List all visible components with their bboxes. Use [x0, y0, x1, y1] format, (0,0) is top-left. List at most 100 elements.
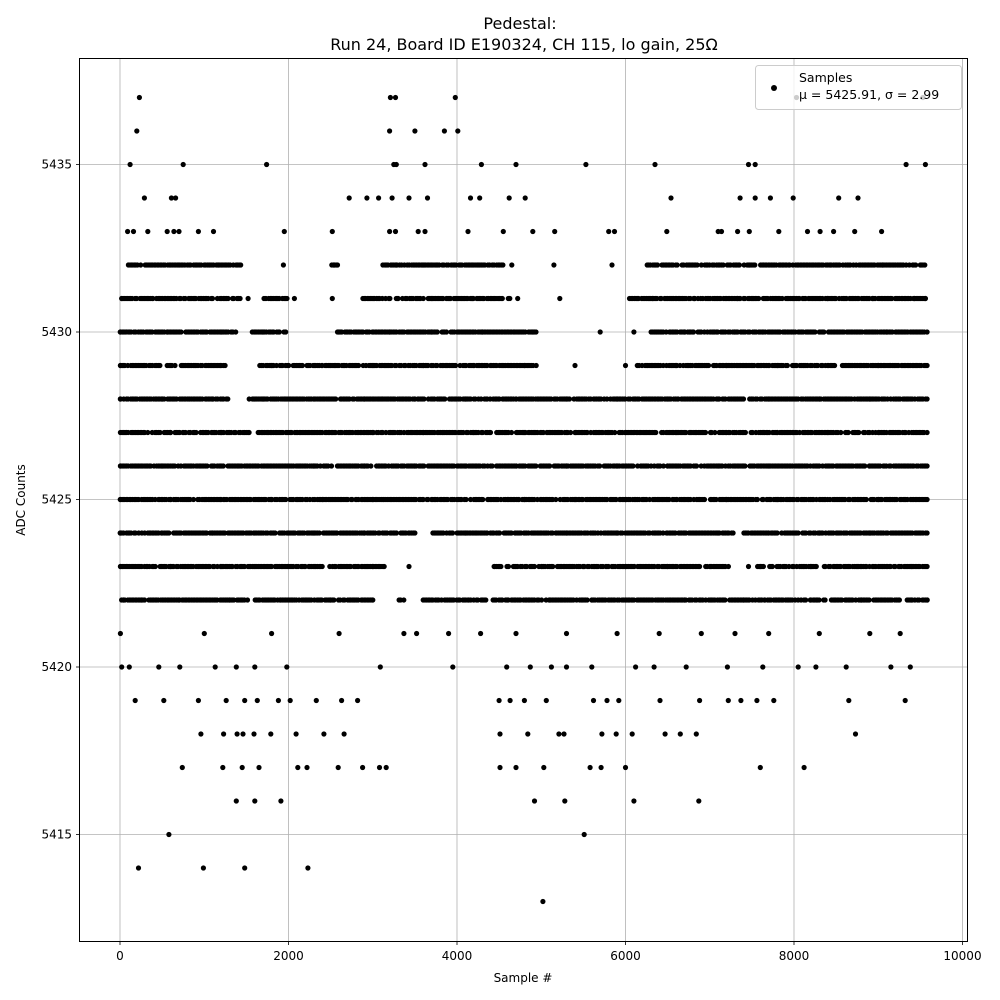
data-point	[293, 731, 299, 737]
data-point	[295, 764, 301, 771]
data-point	[119, 295, 125, 302]
data-point	[193, 429, 199, 436]
data-point	[521, 429, 528, 436]
data-point	[665, 463, 671, 469]
data-point	[606, 228, 612, 235]
data-point	[477, 195, 483, 201]
x-tick-label: 6000	[610, 949, 641, 963]
data-point	[825, 295, 831, 302]
data-point	[715, 396, 721, 402]
data-point	[774, 362, 780, 369]
data-point	[497, 764, 503, 771]
data-point	[328, 463, 335, 469]
data-point	[757, 563, 763, 570]
data-point	[766, 530, 772, 536]
x-axis-label: Sample #	[494, 971, 553, 985]
data-point	[276, 329, 282, 335]
data-point	[499, 295, 505, 302]
x-tick-label: 0	[116, 949, 124, 963]
data-point	[587, 764, 593, 771]
data-point	[771, 697, 777, 704]
data-point	[489, 463, 495, 469]
data-point	[720, 262, 726, 268]
data-point	[832, 362, 838, 369]
data-point	[505, 597, 511, 603]
data-point	[150, 295, 156, 302]
data-point	[281, 228, 287, 235]
data-point	[269, 362, 275, 369]
data-point	[505, 563, 512, 570]
data-point	[701, 496, 708, 503]
data-point	[222, 362, 228, 369]
data-point	[319, 429, 325, 436]
data-point	[715, 530, 721, 536]
data-point	[465, 228, 471, 235]
data-point	[754, 496, 761, 503]
data-point	[769, 563, 776, 570]
data-point	[616, 697, 622, 704]
legend-frame	[755, 65, 962, 110]
data-point	[694, 262, 700, 268]
data-point	[816, 463, 822, 469]
data-point	[774, 429, 780, 436]
data-point	[568, 429, 574, 436]
data-point	[462, 530, 468, 536]
data-point	[422, 597, 428, 603]
data-point	[174, 262, 180, 268]
data-point	[336, 329, 342, 335]
data-point	[913, 262, 919, 268]
data-point	[614, 530, 620, 536]
data-point	[654, 262, 661, 268]
data-point	[909, 597, 915, 603]
legend-marker	[771, 85, 777, 91]
data-point	[852, 731, 859, 737]
chart-title-group: Pedestal: Run 24, Board ID E190324, CH 1…	[330, 14, 718, 54]
data-point	[813, 664, 819, 670]
data-point	[804, 228, 811, 235]
data-point	[361, 396, 367, 402]
data-point	[141, 195, 147, 201]
data-point	[238, 262, 244, 268]
data-point	[269, 429, 275, 436]
data-point	[856, 429, 862, 436]
data-point	[283, 496, 289, 503]
data-point	[581, 831, 587, 838]
data-point	[552, 228, 558, 235]
data-point	[866, 597, 872, 603]
data-point	[698, 630, 704, 637]
y-tick-label: 5435	[41, 158, 72, 172]
data-point	[724, 362, 730, 369]
data-point	[237, 295, 243, 302]
data-point	[272, 530, 278, 536]
data-point	[469, 295, 475, 302]
data-point	[117, 329, 123, 335]
data-point	[171, 228, 177, 235]
data-point	[496, 697, 502, 704]
data-point	[269, 563, 275, 570]
data-point	[656, 630, 662, 637]
data-point	[825, 429, 831, 436]
data-point	[715, 463, 721, 469]
data-point	[867, 530, 873, 536]
data-point	[319, 496, 325, 503]
data-point	[480, 496, 486, 503]
data-point	[209, 295, 216, 302]
data-point	[500, 262, 506, 268]
data-point	[420, 429, 426, 436]
data-point	[159, 396, 165, 402]
data-point	[808, 597, 814, 603]
data-point	[260, 396, 266, 402]
data-point	[283, 329, 289, 335]
data-point	[125, 262, 131, 268]
data-point	[278, 798, 284, 804]
data-point	[633, 664, 639, 670]
data-point	[226, 597, 233, 603]
data-point	[275, 697, 281, 704]
data-point	[746, 262, 752, 268]
data-point	[117, 396, 123, 402]
data-point	[766, 630, 772, 637]
data-point	[831, 228, 837, 235]
data-point	[548, 664, 555, 670]
data-point	[614, 630, 620, 637]
